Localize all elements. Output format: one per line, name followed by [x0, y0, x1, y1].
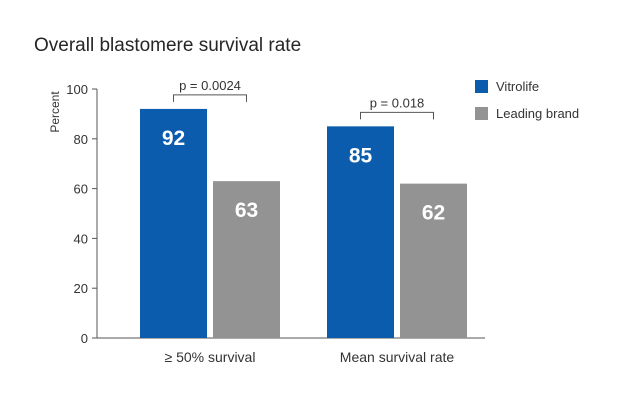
- bar-value-label: 63: [235, 199, 258, 222]
- y-axis-label: Percent: [48, 91, 62, 133]
- bar: [400, 183, 467, 338]
- legend-swatch: [475, 80, 488, 93]
- bar: [140, 108, 207, 338]
- bar: [327, 126, 394, 338]
- p-value-bracket: [360, 111, 434, 120]
- plot-area: 0 20 40 60 80 100 92 63 ≥ 50% survival p = 0.0024…: [66, 78, 485, 365]
- y-tick-label: 100: [66, 82, 88, 97]
- p-value-bracket: [173, 94, 247, 102]
- bar-value-label: 62: [422, 202, 445, 225]
- y-tick-label: 20: [74, 281, 88, 296]
- bar-value-label: 92: [162, 127, 185, 150]
- y-tick-label: 80: [74, 132, 88, 147]
- p-value-label: p = 0.0024: [179, 78, 241, 93]
- legend-label: Vitrolife: [496, 79, 539, 94]
- legend-swatch: [475, 107, 488, 120]
- legend-label: Leading brand: [496, 106, 579, 121]
- y-tick-label: 60: [74, 182, 88, 197]
- bar-value-label: 85: [349, 144, 373, 167]
- chart-title: Overall blastomere survival rate: [34, 35, 301, 56]
- x-category-label: Mean survival rate: [340, 349, 455, 365]
- y-tick-label: 0: [81, 331, 88, 346]
- y-tick-label: 40: [74, 231, 88, 246]
- legend: Vitrolife Leading brand: [475, 79, 579, 121]
- p-value-label: p = 0.018: [370, 95, 425, 110]
- bar: [213, 181, 280, 338]
- x-category-label: ≥ 50% survival: [165, 349, 256, 365]
